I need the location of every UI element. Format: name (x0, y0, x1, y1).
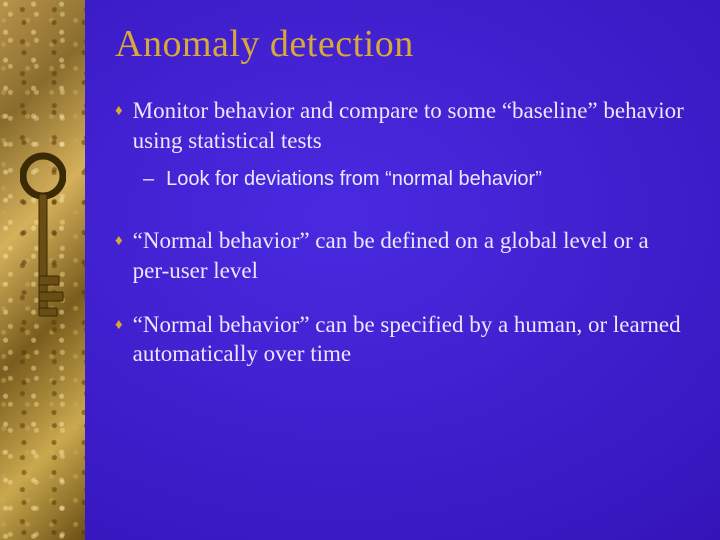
bullet-text: “Normal behavior” can be specified by a … (133, 310, 690, 370)
side-decorative-image (0, 0, 85, 540)
list-item: – Look for deviations from “normal behav… (143, 166, 690, 192)
list-item: ♦ “Normal behavior” can be specified by … (115, 310, 690, 370)
dash-bullet-icon: – (143, 166, 154, 192)
slide-title: Anomaly detection (115, 22, 690, 66)
diamond-bullet-icon: ♦ (115, 232, 123, 252)
diamond-bullet-icon: ♦ (115, 102, 123, 122)
slide-body: Anomaly detection ♦ Monitor behavior and… (85, 0, 720, 540)
list-item: ♦ Monitor behavior and compare to some “… (115, 96, 690, 156)
bullet-text: Monitor behavior and compare to some “ba… (133, 96, 690, 156)
bullet-text: Look for deviations from “normal behavio… (166, 166, 542, 192)
bullet-list: ♦ Monitor behavior and compare to some “… (115, 96, 690, 369)
key-icon (20, 148, 66, 348)
spacer (115, 296, 690, 310)
slide: Anomaly detection ♦ Monitor behavior and… (0, 0, 720, 540)
diamond-bullet-icon: ♦ (115, 316, 123, 336)
spacer (115, 212, 690, 226)
bullet-text: “Normal behavior” can be defined on a gl… (133, 226, 690, 286)
list-item: ♦ “Normal behavior” can be defined on a … (115, 226, 690, 286)
